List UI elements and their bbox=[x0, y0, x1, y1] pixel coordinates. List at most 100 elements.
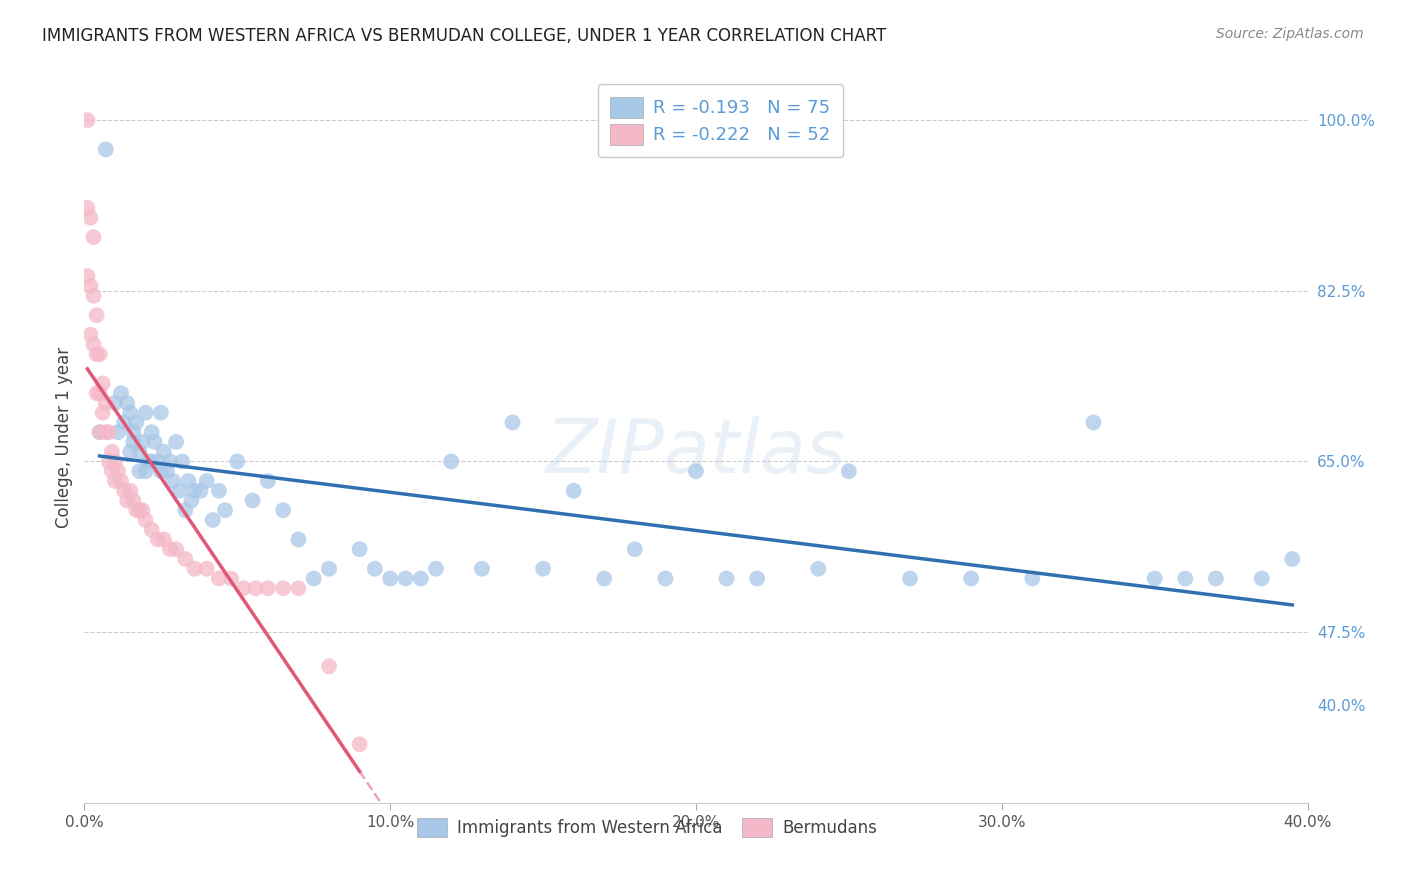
Point bbox=[232, 581, 254, 595]
Point bbox=[89, 347, 111, 361]
Point bbox=[149, 464, 172, 478]
Point bbox=[97, 425, 120, 440]
Point bbox=[159, 542, 181, 557]
Point bbox=[271, 581, 294, 595]
Point bbox=[97, 454, 120, 468]
Point bbox=[86, 386, 108, 401]
Point bbox=[1021, 572, 1043, 586]
Point bbox=[440, 454, 463, 468]
Point bbox=[747, 572, 769, 586]
Point bbox=[177, 474, 200, 488]
Point bbox=[76, 269, 98, 284]
Point bbox=[131, 434, 153, 449]
Point bbox=[685, 464, 707, 478]
Point bbox=[242, 493, 264, 508]
Point bbox=[128, 464, 150, 478]
Y-axis label: College, Under 1 year: College, Under 1 year bbox=[55, 346, 73, 528]
Point bbox=[502, 416, 524, 430]
Text: Source: ZipAtlas.com: Source: ZipAtlas.com bbox=[1216, 27, 1364, 41]
Point bbox=[141, 454, 163, 468]
Point bbox=[153, 533, 176, 547]
Point bbox=[183, 562, 205, 576]
Point bbox=[91, 376, 114, 391]
Point bbox=[562, 483, 585, 498]
Point bbox=[1250, 572, 1272, 586]
Point bbox=[807, 562, 830, 576]
Point bbox=[318, 562, 340, 576]
Point bbox=[287, 533, 309, 547]
Point bbox=[101, 444, 124, 458]
Point bbox=[125, 503, 148, 517]
Point bbox=[190, 483, 212, 498]
Point bbox=[380, 572, 402, 586]
Point bbox=[128, 444, 150, 458]
Point bbox=[425, 562, 447, 576]
Point bbox=[141, 425, 163, 440]
Point bbox=[112, 416, 135, 430]
Point bbox=[531, 562, 554, 576]
Text: IMMIGRANTS FROM WESTERN AFRICA VS BERMUDAN COLLEGE, UNDER 1 YEAR CORRELATION CHA: IMMIGRANTS FROM WESTERN AFRICA VS BERMUD… bbox=[42, 27, 886, 45]
Point bbox=[195, 562, 218, 576]
Point bbox=[83, 288, 105, 302]
Point bbox=[120, 406, 142, 420]
Point bbox=[1143, 572, 1166, 586]
Point bbox=[135, 406, 157, 420]
Point bbox=[115, 493, 138, 508]
Point bbox=[94, 142, 117, 156]
Point bbox=[318, 659, 340, 673]
Point bbox=[107, 425, 129, 440]
Point bbox=[76, 201, 98, 215]
Point bbox=[716, 572, 738, 586]
Point bbox=[107, 464, 129, 478]
Point bbox=[394, 572, 416, 586]
Point bbox=[162, 474, 184, 488]
Point bbox=[349, 737, 371, 751]
Point bbox=[1205, 572, 1227, 586]
Point bbox=[165, 542, 187, 557]
Point bbox=[86, 308, 108, 322]
Point bbox=[226, 454, 249, 468]
Point bbox=[122, 493, 145, 508]
Point bbox=[195, 474, 218, 488]
Point bbox=[174, 552, 197, 566]
Point bbox=[201, 513, 224, 527]
Point bbox=[219, 572, 242, 586]
Point bbox=[153, 444, 176, 458]
Point bbox=[1281, 552, 1303, 566]
Point bbox=[135, 464, 157, 478]
Point bbox=[364, 562, 387, 576]
Point bbox=[76, 113, 98, 128]
Point bbox=[101, 464, 124, 478]
Point bbox=[1174, 572, 1197, 586]
Point bbox=[94, 396, 117, 410]
Point bbox=[159, 454, 181, 468]
Point bbox=[146, 533, 169, 547]
Point bbox=[83, 337, 105, 351]
Point bbox=[115, 396, 138, 410]
Point bbox=[146, 454, 169, 468]
Text: ZIPatlas: ZIPatlas bbox=[546, 416, 846, 488]
Point bbox=[245, 581, 267, 595]
Point bbox=[141, 523, 163, 537]
Point bbox=[257, 474, 280, 488]
Point bbox=[110, 474, 132, 488]
Point bbox=[125, 416, 148, 430]
Point bbox=[593, 572, 616, 586]
Point bbox=[89, 386, 111, 401]
Point bbox=[409, 572, 432, 586]
Point bbox=[122, 434, 145, 449]
Point bbox=[654, 572, 676, 586]
Point bbox=[120, 483, 142, 498]
Point bbox=[1083, 416, 1105, 430]
Point bbox=[143, 434, 166, 449]
Point bbox=[349, 542, 371, 557]
Point bbox=[120, 444, 142, 458]
Point bbox=[165, 434, 187, 449]
Point bbox=[138, 454, 160, 468]
Point bbox=[94, 425, 117, 440]
Point bbox=[131, 503, 153, 517]
Point bbox=[135, 513, 157, 527]
Point bbox=[149, 406, 172, 420]
Point bbox=[79, 211, 101, 225]
Point bbox=[104, 396, 127, 410]
